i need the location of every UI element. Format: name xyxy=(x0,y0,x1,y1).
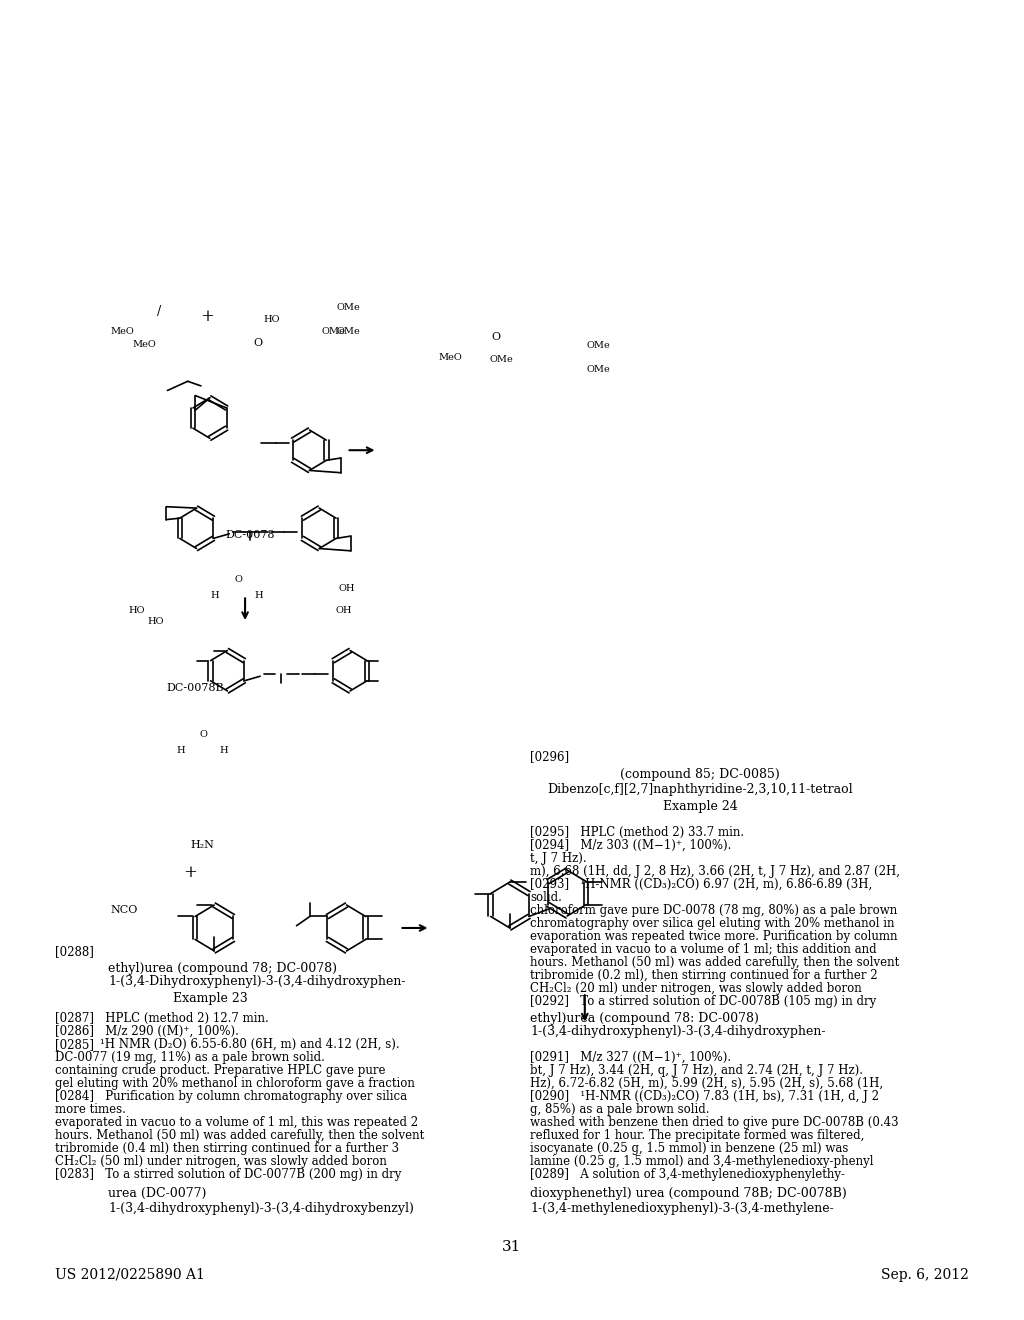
Text: ethyl)urea (compound 78; DC-0078): ethyl)urea (compound 78; DC-0078) xyxy=(108,962,337,975)
Text: NCO: NCO xyxy=(110,906,137,915)
Text: [0291]   M/z 327 ((M−1)⁺, 100%).: [0291] M/z 327 ((M−1)⁺, 100%). xyxy=(530,1051,731,1064)
Text: Hz), 6.72-6.82 (5H, m), 5.99 (2H, s), 5.95 (2H, s), 5.68 (1H,: Hz), 6.72-6.82 (5H, m), 5.99 (2H, s), 5.… xyxy=(530,1077,883,1090)
Text: refluxed for 1 hour. The precipitate formed was filtered,: refluxed for 1 hour. The precipitate for… xyxy=(530,1129,864,1142)
Text: /: / xyxy=(157,305,161,318)
Text: [0292]   To a stirred solution of DC-0078B (105 mg) in dry: [0292] To a stirred solution of DC-0078B… xyxy=(530,995,877,1008)
Text: HO: HO xyxy=(263,314,280,323)
Text: HO: HO xyxy=(128,606,144,615)
Text: tribromide (0.4 ml) then stirring continued for a further 3: tribromide (0.4 ml) then stirring contin… xyxy=(55,1142,399,1155)
Text: [0290]   ¹H-NMR ((CD₃)₂CO) 7.83 (1H, bs), 7.31 (1H, d, J 2: [0290] ¹H-NMR ((CD₃)₂CO) 7.83 (1H, bs), … xyxy=(530,1090,879,1104)
Text: OMe: OMe xyxy=(322,327,345,337)
Text: washed with benzene then dried to give pure DC-0078B (0.43: washed with benzene then dried to give p… xyxy=(530,1115,899,1129)
Text: evaporated in vacuo to a volume of 1 ml, this was repeated 2: evaporated in vacuo to a volume of 1 ml,… xyxy=(55,1115,418,1129)
Text: tribromide (0.2 ml), then stirring continued for a further 2: tribromide (0.2 ml), then stirring conti… xyxy=(530,969,878,982)
Text: isocyanate (0.25 g, 1.5 mmol) in benzene (25 ml) was: isocyanate (0.25 g, 1.5 mmol) in benzene… xyxy=(530,1142,848,1155)
Text: [0295]   HPLC (method 2) 33.7 min.: [0295] HPLC (method 2) 33.7 min. xyxy=(530,826,744,840)
Text: US 2012/0225890 A1: US 2012/0225890 A1 xyxy=(55,1269,205,1282)
Text: [0286]   M/z 290 ((M)⁺, 100%).: [0286] M/z 290 ((M)⁺, 100%). xyxy=(55,1026,239,1038)
Text: O: O xyxy=(234,576,242,583)
Text: DC-0077 (19 mg, 11%) as a pale brown solid.: DC-0077 (19 mg, 11%) as a pale brown sol… xyxy=(55,1051,325,1064)
Text: OH: OH xyxy=(335,606,351,615)
Text: chloroform gave pure DC-0078 (78 mg, 80%) as a pale brown: chloroform gave pure DC-0078 (78 mg, 80%… xyxy=(530,904,897,917)
Text: [0296]: [0296] xyxy=(530,750,569,763)
Text: Sep. 6, 2012: Sep. 6, 2012 xyxy=(881,1269,969,1282)
Text: MeO: MeO xyxy=(111,327,134,337)
Text: CH₂Cl₂ (50 ml) under nitrogen, was slowly added boron: CH₂Cl₂ (50 ml) under nitrogen, was slowl… xyxy=(55,1155,387,1168)
Text: DC-0078B: DC-0078B xyxy=(166,682,224,693)
Text: [0293]   ¹H-NMR ((CD₃)₂CO) 6.97 (2H, m), 6.86-6.89 (3H,: [0293] ¹H-NMR ((CD₃)₂CO) 6.97 (2H, m), 6… xyxy=(530,878,872,891)
Text: dioxyphenethyl) urea (compound 78B; DC-0078B): dioxyphenethyl) urea (compound 78B; DC-0… xyxy=(530,1187,847,1200)
Text: H₂N: H₂N xyxy=(190,840,214,850)
Text: OMe: OMe xyxy=(587,366,610,375)
Text: OMe: OMe xyxy=(587,341,610,350)
Text: O: O xyxy=(490,333,500,342)
Text: m), 6.68 (1H, dd, J 2, 8 Hz), 3.66 (2H, t, J 7 Hz), and 2.87 (2H,: m), 6.68 (1H, dd, J 2, 8 Hz), 3.66 (2H, … xyxy=(530,865,900,878)
Text: OMe: OMe xyxy=(337,302,360,312)
Text: H: H xyxy=(219,746,227,755)
Text: containing crude product. Preparative HPLC gave pure: containing crude product. Preparative HP… xyxy=(55,1064,385,1077)
Text: [0294]   M/z 303 ((M−1)⁺, 100%).: [0294] M/z 303 ((M−1)⁺, 100%). xyxy=(530,840,731,851)
Text: solid.: solid. xyxy=(530,891,562,904)
Text: +: + xyxy=(200,308,214,325)
Text: [0287]   HPLC (method 2) 12.7 min.: [0287] HPLC (method 2) 12.7 min. xyxy=(55,1012,268,1026)
Text: 1-(3,4-methylenedioxyphenyl)-3-(3,4-methylene-: 1-(3,4-methylenedioxyphenyl)-3-(3,4-meth… xyxy=(530,1203,834,1214)
Text: [0285]: [0285] xyxy=(55,1038,105,1051)
Text: hours. Methanol (50 ml) was added carefully, then the solvent: hours. Methanol (50 ml) was added carefu… xyxy=(55,1129,424,1142)
Text: [0288]: [0288] xyxy=(55,945,94,958)
Text: 1-(3,4-dihydroxyphenyl)-3-(3,4-dihydroxybenzyl): 1-(3,4-dihydroxyphenyl)-3-(3,4-dihydroxy… xyxy=(108,1203,414,1214)
Text: 31: 31 xyxy=(503,1239,521,1254)
Text: H: H xyxy=(254,591,263,601)
Text: 1-(3,4-Dihydroxyphenyl)-3-(3,4-dihydroxyphen-: 1-(3,4-Dihydroxyphenyl)-3-(3,4-dihydroxy… xyxy=(108,975,406,987)
Text: [0289]   A solution of 3,4-methylenedioxyphenylethy-: [0289] A solution of 3,4-methylenedioxyp… xyxy=(530,1168,845,1181)
Text: OMe: OMe xyxy=(337,327,360,337)
Text: evaporation was repeated twice more. Purification by column: evaporation was repeated twice more. Pur… xyxy=(530,931,897,942)
Text: MeO: MeO xyxy=(438,352,462,362)
Text: 1-(3,4-dihydroxyphenyl)-3-(3,4-dihydroxyphen-: 1-(3,4-dihydroxyphenyl)-3-(3,4-dihydroxy… xyxy=(530,1026,825,1038)
Text: [0284]   Purification by column chromatography over silica: [0284] Purification by column chromatogr… xyxy=(55,1090,408,1104)
Text: gel eluting with 20% methanol in chloroform gave a fraction: gel eluting with 20% methanol in chlorof… xyxy=(55,1077,415,1090)
Text: DC-0078: DC-0078 xyxy=(225,531,274,540)
Text: +: + xyxy=(183,865,197,880)
Text: lamine (0.25 g, 1.5 mmol) and 3,4-methylenedioxy-phenyl: lamine (0.25 g, 1.5 mmol) and 3,4-methyl… xyxy=(530,1155,873,1168)
Text: OMe: OMe xyxy=(490,355,514,364)
Text: bt, J 7 Hz), 3.44 (2H, q, J 7 Hz), and 2.74 (2H, t, J 7 Hz).: bt, J 7 Hz), 3.44 (2H, q, J 7 Hz), and 2… xyxy=(530,1064,863,1077)
Text: ¹H NMR (D₂O) 6.55-6.80 (6H, m) and 4.12 (2H, s).: ¹H NMR (D₂O) 6.55-6.80 (6H, m) and 4.12 … xyxy=(100,1038,399,1051)
Text: Dibenzo[c,f][2,7]naphthyridine-2,3,10,11-tetraol: Dibenzo[c,f][2,7]naphthyridine-2,3,10,11… xyxy=(547,783,853,796)
Text: H: H xyxy=(176,746,184,755)
Text: urea (DC-0077): urea (DC-0077) xyxy=(108,1187,207,1200)
Text: H: H xyxy=(210,591,219,601)
Text: t, J 7 Hz).: t, J 7 Hz). xyxy=(530,851,587,865)
Text: OH: OH xyxy=(338,583,354,593)
Text: (compound 85; DC-0085): (compound 85; DC-0085) xyxy=(621,768,780,781)
Text: evaporated in vacuo to a volume of 1 ml; this addition and: evaporated in vacuo to a volume of 1 ml;… xyxy=(530,942,877,956)
Text: O: O xyxy=(253,338,262,347)
Text: hours. Methanol (50 ml) was added carefully, then the solvent: hours. Methanol (50 ml) was added carefu… xyxy=(530,956,899,969)
Text: [0283]   To a stirred solution of DC-0077B (200 mg) in dry: [0283] To a stirred solution of DC-0077B… xyxy=(55,1168,401,1181)
Text: Example 23: Example 23 xyxy=(173,993,248,1005)
Text: ethyl)urea (compound 78: DC-0078): ethyl)urea (compound 78: DC-0078) xyxy=(530,1012,759,1026)
Text: Example 24: Example 24 xyxy=(663,800,737,813)
Text: MeO: MeO xyxy=(132,341,156,348)
Text: chromatography over silica gel eluting with 20% methanol in: chromatography over silica gel eluting w… xyxy=(530,917,895,931)
Text: HO: HO xyxy=(147,616,164,626)
Text: more times.: more times. xyxy=(55,1104,126,1115)
Text: O: O xyxy=(199,730,207,739)
Text: g, 85%) as a pale brown solid.: g, 85%) as a pale brown solid. xyxy=(530,1104,710,1115)
Text: CH₂Cl₂ (20 ml) under nitrogen, was slowly added boron: CH₂Cl₂ (20 ml) under nitrogen, was slowl… xyxy=(530,982,862,995)
